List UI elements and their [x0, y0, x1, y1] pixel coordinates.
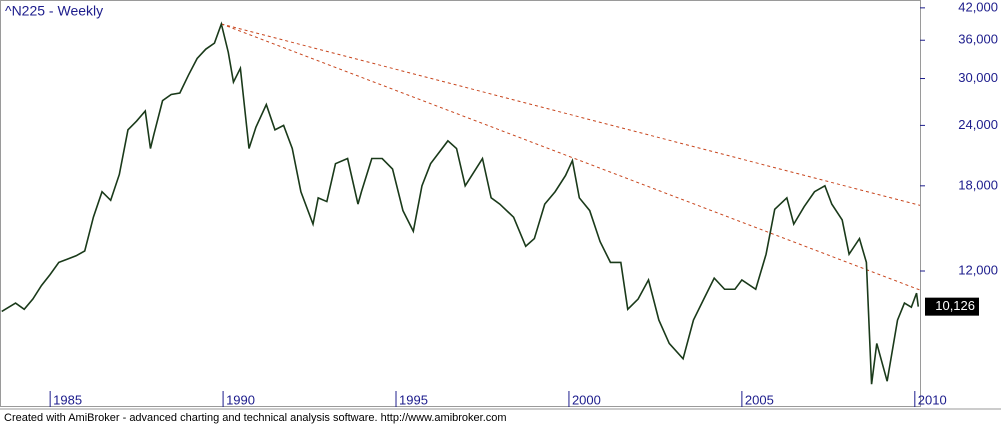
last-value-box: [925, 297, 979, 316]
trendline: [221, 23, 921, 206]
y-tick-label: 24,000: [958, 117, 998, 132]
x-tick-label: 1990: [226, 392, 255, 407]
trendline: [221, 23, 921, 291]
footer-text: Created with AmiBroker - advanced charti…: [4, 412, 507, 424]
x-tick-label: 2000: [572, 392, 601, 407]
last-value-label: 10,126: [935, 298, 975, 313]
y-tick-label: 30,000: [958, 70, 998, 85]
y-tick-label: 36,000: [958, 32, 998, 47]
price-line: [1, 21, 920, 385]
y-tick-label: 12,000: [958, 262, 998, 277]
x-tick-label: 1995: [399, 392, 428, 407]
x-tick-label: 1985: [53, 392, 82, 407]
x-tick-label: 2005: [745, 392, 774, 407]
x-tick-label: 2010: [918, 392, 947, 407]
chart-title: ^N225 - Weekly: [5, 3, 103, 19]
plot-frame: [0, 0, 921, 407]
y-tick-label: 18,000: [958, 177, 998, 192]
y-tick-label: 42,000: [958, 0, 998, 14]
